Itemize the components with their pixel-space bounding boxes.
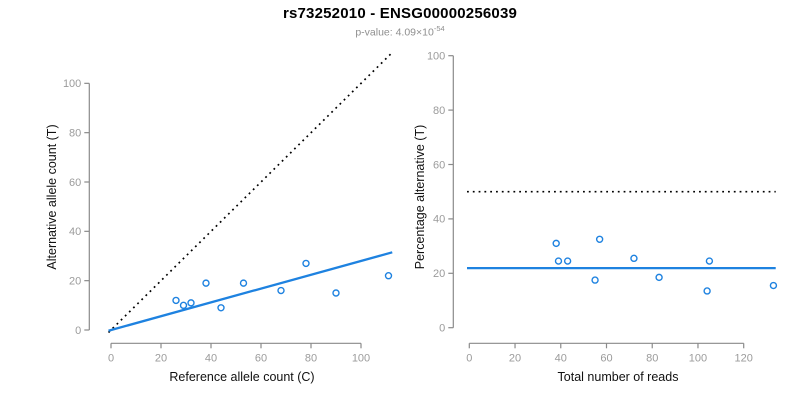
data-point (705, 257, 714, 265)
data-point (202, 279, 210, 287)
x-tick-label: 0 (108, 352, 114, 364)
data-point (630, 254, 638, 263)
data-point (332, 289, 340, 297)
y-tick-label: 100 (427, 51, 445, 63)
y-tick-label: 40 (69, 226, 81, 238)
left-plot-ylabel: Alternative allele count (T) (45, 124, 59, 269)
data-point (554, 257, 563, 265)
y-tick-label: 60 (69, 177, 81, 189)
x-tick-label: 80 (646, 352, 658, 364)
figure-title: rs73252010 - ENSG00000256039 (282, 5, 518, 22)
y-tick-label: 20 (69, 275, 81, 287)
data-point (591, 276, 599, 284)
data-point (217, 304, 225, 312)
pvalue-text: p-value: 4.09×10 (355, 26, 434, 39)
data-point (769, 281, 778, 290)
x-tick-label: 40 (555, 352, 567, 364)
data-point (384, 272, 393, 280)
x-tick-label: 40 (205, 352, 217, 364)
y-tick-label: 20 (433, 268, 445, 280)
x-tick-label: 100 (352, 352, 370, 364)
left-plot-axes: 0 20 40 60 80 100 0 20 40 60 80 100 (63, 78, 370, 364)
right-plot-axes: 0 20 40 60 80 100 120 0 20 40 60 80 100 (427, 51, 753, 365)
left-plot-xlabel: Reference allele count (C) (169, 370, 314, 384)
y-tick-label: 0 (75, 325, 81, 337)
data-point (179, 301, 188, 310)
figure-subtitle: p-value: 4.09×10-54 (0, 24, 800, 39)
right-plot: 0 20 40 60 80 100 120 0 20 40 60 80 100 Total number… (413, 51, 778, 384)
x-tick-label: 0 (466, 352, 472, 364)
x-tick-label: 20 (155, 352, 167, 364)
x-tick-label: 20 (509, 352, 521, 364)
y-tick-label: 100 (63, 78, 81, 90)
x-tick-label: 100 (689, 352, 707, 364)
fit-line (108, 251, 393, 332)
data-point (703, 287, 711, 295)
y-tick-label: 0 (439, 323, 445, 335)
left-plot: 0 20 40 60 80 100 0 20 40 60 80 100 Reference allel… (45, 51, 393, 384)
data-point (655, 273, 663, 282)
data-point (302, 259, 310, 268)
right-plot-ylabel: Percentage alternative (T) (413, 125, 427, 270)
y-tick-label: 40 (433, 214, 445, 226)
data-point (277, 286, 285, 295)
x-tick-label: 120 (735, 352, 753, 364)
data-point (563, 257, 572, 265)
pvalue-exponent: -54 (433, 24, 445, 33)
identity-line (107, 51, 393, 334)
right-plot-marks (467, 190, 778, 295)
y-tick-label: 80 (433, 105, 445, 117)
data-point (552, 239, 560, 248)
x-tick-label: 80 (305, 352, 317, 364)
y-tick-label: 80 (69, 127, 81, 139)
left-plot-marks (107, 51, 393, 334)
right-plot-xlabel: Total number of reads (558, 370, 679, 384)
x-tick-label: 60 (600, 352, 612, 364)
data-point (595, 235, 604, 244)
y-tick-label: 60 (433, 159, 445, 171)
x-tick-label: 60 (255, 352, 267, 364)
data-point (239, 279, 248, 287)
data-point (172, 296, 180, 305)
data-point (187, 299, 195, 307)
